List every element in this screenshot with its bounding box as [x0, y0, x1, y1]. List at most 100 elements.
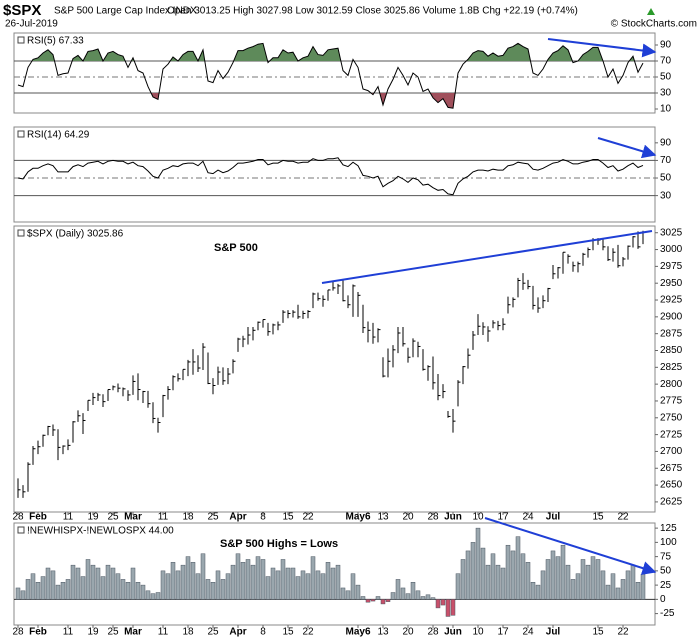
- bar: [585, 564, 591, 600]
- x-tick-label: Jul: [546, 512, 561, 523]
- x-tick-label: 15: [282, 627, 294, 638]
- y-tick-label: 3025: [660, 227, 683, 238]
- bar: [515, 536, 521, 600]
- bar: [480, 547, 486, 600]
- panel-annotation: S&P 500: [214, 242, 258, 254]
- bar: [70, 564, 76, 600]
- x-tick-label: 19: [87, 512, 99, 523]
- credit: © StockCharts.com: [611, 19, 697, 30]
- symbol: $SPX: [3, 2, 41, 19]
- panel-title: $SPX (Daily) 3025.86: [27, 229, 124, 240]
- x-tick-label: 19: [87, 627, 99, 638]
- bar: [390, 592, 396, 600]
- bar: [170, 562, 176, 600]
- bar: [380, 599, 386, 605]
- x-tick-label: Feb: [29, 512, 47, 523]
- trend-line: [321, 230, 653, 284]
- bar: [550, 550, 556, 600]
- bar: [95, 567, 101, 600]
- bar: [450, 599, 456, 616]
- bar: [180, 564, 186, 600]
- trend-arrow: [484, 517, 657, 575]
- x-tick-label: 8: [260, 512, 266, 523]
- y-tick-label: 90: [660, 40, 672, 51]
- bar: [85, 559, 91, 600]
- bar: [160, 570, 166, 600]
- x-tick-label: Apr: [229, 627, 246, 638]
- y-tick-label: 2675: [660, 463, 683, 474]
- bar: [200, 553, 206, 600]
- y-tick-label: -25: [660, 608, 675, 619]
- bar: [540, 570, 546, 600]
- y-tick-label: 90: [660, 137, 672, 148]
- bar: [45, 567, 51, 600]
- bar: [375, 596, 381, 600]
- bar: [500, 567, 506, 600]
- y-tick-label: 10: [660, 104, 672, 115]
- x-tick-label: 13: [377, 627, 389, 638]
- y-tick-label: 2800: [660, 379, 683, 390]
- x-tick-label: 11: [158, 627, 169, 638]
- bar: [610, 573, 616, 600]
- x-tick-label: 15: [592, 627, 604, 638]
- trend-arrow: [547, 38, 657, 58]
- bar: [155, 592, 161, 600]
- bar: [445, 599, 451, 617]
- bar: [50, 570, 56, 600]
- x-tick-label: 22: [617, 627, 629, 638]
- bar: [360, 596, 366, 600]
- bar: [370, 599, 376, 602]
- bar: [100, 576, 106, 600]
- x-tick-label: Apr: [229, 512, 246, 523]
- bar: [465, 550, 471, 600]
- y-tick-label: 0: [660, 594, 666, 605]
- x-tick-label: Jul: [546, 627, 561, 638]
- bar: [455, 573, 461, 600]
- y-tick-label: 2775: [660, 396, 683, 407]
- bar: [190, 562, 196, 600]
- bar: [575, 573, 581, 600]
- bar: [310, 556, 316, 600]
- x-tick-label: 22: [617, 512, 629, 523]
- bar: [355, 584, 361, 600]
- bar: [525, 562, 531, 600]
- bar: [65, 579, 71, 600]
- x-tick-label: 24: [522, 627, 534, 638]
- bar: [255, 556, 261, 600]
- bar: [570, 579, 576, 600]
- bar: [410, 582, 416, 600]
- x-tick-label: 25: [107, 627, 119, 638]
- bar: [395, 579, 401, 600]
- x-tick-label: 28: [427, 627, 439, 638]
- bar: [630, 564, 636, 600]
- bar: [185, 556, 191, 600]
- bar: [300, 570, 306, 600]
- bar: [600, 570, 606, 600]
- y-tick-label: 2975: [660, 261, 683, 272]
- bar: [430, 597, 436, 600]
- bar: [315, 570, 321, 600]
- bar: [230, 564, 236, 600]
- bar: [220, 579, 226, 600]
- y-tick-label: 2925: [660, 295, 683, 306]
- bar: [560, 544, 566, 600]
- panel-annotation: S&P 500 Highs = Lows: [220, 538, 338, 550]
- bar: [640, 574, 646, 600]
- x-tick-label: May6: [345, 627, 370, 638]
- x-tick-label: 28: [12, 627, 24, 638]
- bar: [460, 559, 466, 600]
- bar: [425, 594, 431, 600]
- bar: [495, 564, 501, 600]
- x-tick-label: 25: [207, 627, 219, 638]
- bar: [130, 567, 136, 600]
- bar: [30, 573, 36, 600]
- bar: [205, 579, 211, 600]
- x-tick-label: 18: [182, 627, 194, 638]
- overbought-fill: [18, 43, 643, 61]
- bar: [145, 590, 151, 600]
- bar: [55, 584, 61, 600]
- bar: [365, 599, 371, 603]
- bar: [330, 567, 336, 600]
- panel-icon: [17, 229, 25, 237]
